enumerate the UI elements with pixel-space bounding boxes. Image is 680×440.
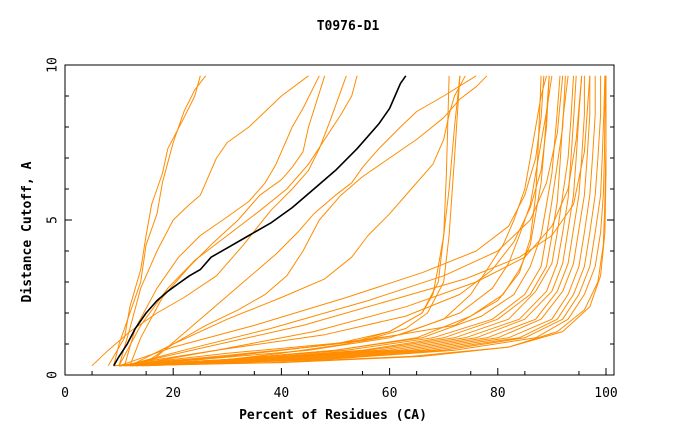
series-line-9 [140,75,488,367]
highlight-line [113,75,407,367]
series-line-21 [124,75,577,367]
series-line-20 [119,75,574,367]
series-line-36 [124,75,591,367]
x-tick-label: 80 [490,386,506,401]
series-line-34 [124,75,564,367]
y-tick-label: 10 [46,57,61,73]
series-line-5 [129,75,326,366]
series-line-25 [135,75,596,367]
x-tick-label: 0 [61,386,69,401]
series-line-18 [119,75,566,367]
y-axis-label: Distance Cutoff, A [20,161,35,302]
series-line-3 [118,75,309,366]
series-line-31 [119,75,542,367]
series-line-4 [124,75,320,366]
highlight-layer [113,75,407,367]
chart-title: T0976-D1 [317,19,380,34]
series-line-30 [124,75,607,367]
x-tick-label: 40 [274,386,290,401]
series-line-6 [91,75,347,367]
x-tick-label: 100 [594,386,617,401]
series-line-28 [146,75,606,367]
plot-frame [64,64,615,376]
series-layer [91,75,607,367]
ticks-layer: 0 20 40 60 80 100 0 5 10 [46,57,618,401]
series-line-33 [118,75,545,367]
series-line-24 [135,75,591,367]
series-line-15 [119,75,553,367]
series-line-14 [113,75,547,367]
series-line-22 [129,75,583,367]
x-tick-label: 60 [382,386,398,401]
series-line-17 [113,75,561,367]
series-line-13 [119,75,450,367]
x-axis-label: Percent of Residues (CA) [239,408,427,423]
series-line-23 [129,75,585,367]
x-tick-label: 20 [165,386,181,401]
series-line-8 [145,75,477,367]
series-line-19 [124,75,569,367]
series-line-27 [140,75,606,367]
y-tick-label: 5 [46,216,61,224]
series-line-26 [140,75,602,367]
series-line-32 [119,75,550,367]
series-line-2 [113,75,207,366]
series-line-35 [129,75,583,367]
y-tick-label: 0 [46,371,61,379]
